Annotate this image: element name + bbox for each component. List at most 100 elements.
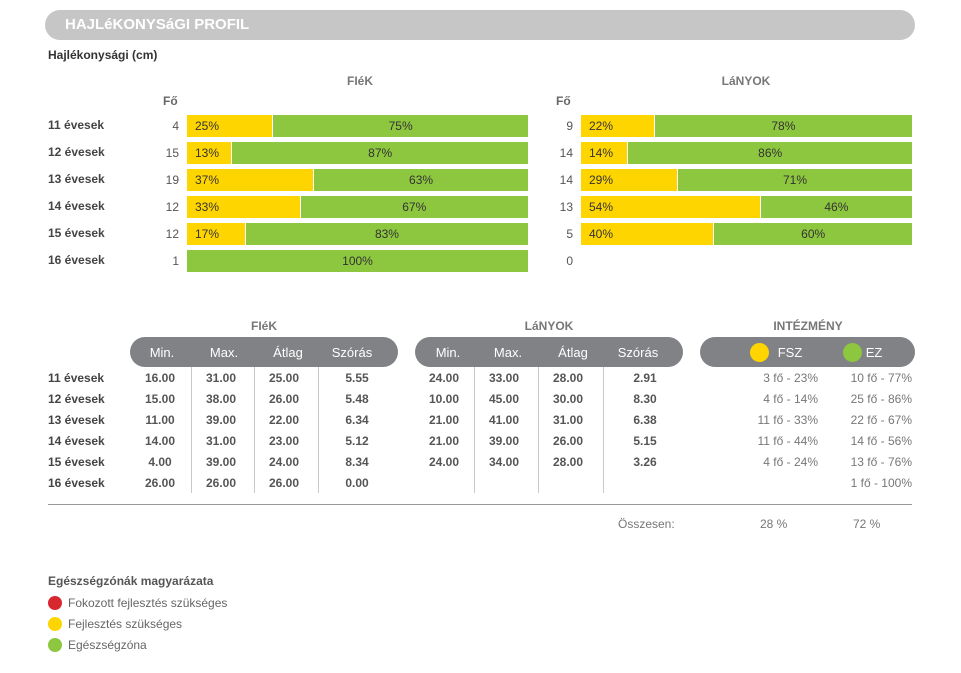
- table-row-label: 16 évesek: [48, 476, 105, 490]
- chart-subtitle: Hajlékonysági (cm): [48, 48, 158, 62]
- ez-cell: 10 fő - 77%: [850, 371, 912, 385]
- boys-avg-cell: 26.00: [268, 392, 300, 406]
- table-row-label: 14 évesek: [48, 434, 105, 448]
- boys-max-cell: 31.00: [205, 371, 237, 385]
- chart-row-label: 12 évesek: [48, 145, 105, 159]
- girls-avg-cell: 28.00: [552, 371, 584, 385]
- chart-row-label: 11 évesek: [48, 118, 105, 132]
- girls-bar-yellow: 54%: [581, 196, 760, 218]
- girls-min-cell: 24.00: [428, 455, 460, 469]
- girls-count: 14: [559, 173, 573, 187]
- ez-cell: 1 fő - 100%: [850, 476, 912, 490]
- chart-row-label: 13 évesek: [48, 172, 105, 186]
- girls-max-cell: 34.00: [488, 455, 520, 469]
- ez-dot-icon: [843, 343, 862, 362]
- boys-sd-cell: 6.34: [345, 413, 369, 427]
- girls-min-cell: 24.00: [428, 371, 460, 385]
- girls-min-cell: 10.00: [428, 392, 460, 406]
- fsz-header: FSZ: [777, 345, 803, 360]
- boys-sd-cell: 5.12: [345, 434, 369, 448]
- fsz-dot-icon: [750, 343, 769, 362]
- girls-bar-green: 71%: [676, 169, 912, 191]
- boys-min-cell: 26.00: [144, 476, 176, 490]
- legend-label: Fokozott fejlesztés szükséges: [68, 596, 228, 610]
- fsz-cell: 4 fő - 24%: [763, 455, 818, 469]
- girls-avg-cell: 26.00: [552, 434, 584, 448]
- boys-sd-cell: 5.55: [345, 371, 369, 385]
- fsz-cell: 11 fő - 44%: [757, 434, 818, 448]
- boys-bar-green: 100%: [187, 250, 528, 272]
- boys-max-cell: 31.00: [205, 434, 237, 448]
- boys-avg-cell: 23.00: [268, 434, 300, 448]
- chart-row-label: 15 évesek: [48, 226, 105, 240]
- boys-count: 12: [165, 227, 179, 241]
- boys-max-cell: 39.00: [205, 413, 237, 427]
- legend-dot-icon: [48, 617, 62, 631]
- table-divider: [603, 367, 604, 493]
- boys-bar: 13% 87%: [187, 142, 528, 164]
- girls-bar: 54% 46%: [581, 196, 912, 218]
- boys-count: 4: [172, 119, 179, 133]
- table-row-label: 13 évesek: [48, 413, 105, 427]
- girls-header-max: Max.: [493, 345, 523, 360]
- institution-header-pill: FSZ EZ: [700, 337, 915, 367]
- boys-min-cell: 4.00: [148, 455, 172, 469]
- girls-min-cell: 21.00: [428, 413, 460, 427]
- girls-bar: 40% 60%: [581, 223, 912, 245]
- girls-bar-yellow: 29%: [581, 169, 677, 191]
- chart-row-label: 16 évesek: [48, 253, 105, 267]
- boys-bar-yellow: 33%: [187, 196, 300, 218]
- girls-min-cell: 21.00: [428, 434, 460, 448]
- boys-max-cell: 39.00: [205, 455, 237, 469]
- boys-avg-cell: 22.00: [268, 413, 300, 427]
- total-label: Összesen:: [618, 517, 675, 531]
- girls-bar-green: 78%: [653, 115, 912, 137]
- boys-bar: 37% 63%: [187, 169, 528, 191]
- boys-header-sd: Szórás: [331, 345, 373, 360]
- girls-bar: 22% 78%: [581, 115, 912, 137]
- boys-avg-cell: 25.00: [268, 371, 300, 385]
- boys-max-cell: 38.00: [205, 392, 237, 406]
- girls-sd-cell: 6.38: [633, 413, 657, 427]
- girls-avg-cell: 28.00: [552, 455, 584, 469]
- legend-title: Egészségzónák magyarázata: [48, 574, 214, 588]
- boys-avg-cell: 24.00: [268, 455, 300, 469]
- boys-count-header: Fő: [163, 94, 178, 108]
- boys-bar-green: 63%: [313, 169, 528, 191]
- boys-min-cell: 14.00: [144, 434, 176, 448]
- girls-bar: 29% 71%: [581, 169, 912, 191]
- boys-bar: 25% 75%: [187, 115, 528, 137]
- legend-item: Egészségzóna: [48, 638, 147, 652]
- boys-sd-cell: 0.00: [345, 476, 369, 490]
- girls-count: 0: [566, 254, 573, 268]
- girls-sd-cell: 2.91: [633, 371, 657, 385]
- institution-table-title: INTÉZMÉNY: [773, 319, 843, 333]
- total-fsz: 28 %: [760, 517, 788, 531]
- girls-count: 13: [559, 200, 573, 214]
- boys-sd-cell: 8.34: [345, 455, 369, 469]
- boys-count: 1: [172, 254, 179, 268]
- legend-dot-icon: [48, 596, 62, 610]
- girls-bar-yellow: 14%: [581, 142, 628, 164]
- girls-table-title: LáNYOK: [524, 319, 574, 333]
- girls-max-cell: 41.00: [488, 413, 520, 427]
- boys-min-cell: 16.00: [144, 371, 176, 385]
- girls-count: 9: [566, 119, 573, 133]
- boys-bar-yellow: 13%: [187, 142, 232, 164]
- boys-bar-yellow: 25%: [187, 115, 273, 137]
- table-divider: [191, 367, 192, 493]
- boys-count: 15: [165, 146, 179, 160]
- girls-header-pill: Min. Max. Átlag Szórás: [415, 337, 683, 367]
- girls-bar-green: 86%: [627, 142, 912, 164]
- ez-cell: 14 fő - 56%: [850, 434, 912, 448]
- table-row-label: 15 évesek: [48, 455, 105, 469]
- girls-max-cell: 33.00: [488, 371, 520, 385]
- girls-max-cell: 39.00: [488, 434, 520, 448]
- ez-cell: 22 fő - 67%: [850, 413, 912, 427]
- boys-header-min: Min.: [149, 345, 175, 360]
- girls-count: 14: [559, 146, 573, 160]
- boys-bar: 33% 67%: [187, 196, 528, 218]
- legend-label: Egészségzóna: [68, 638, 147, 652]
- fsz-cell: 3 fő - 23%: [763, 371, 818, 385]
- boys-min-cell: 15.00: [144, 392, 176, 406]
